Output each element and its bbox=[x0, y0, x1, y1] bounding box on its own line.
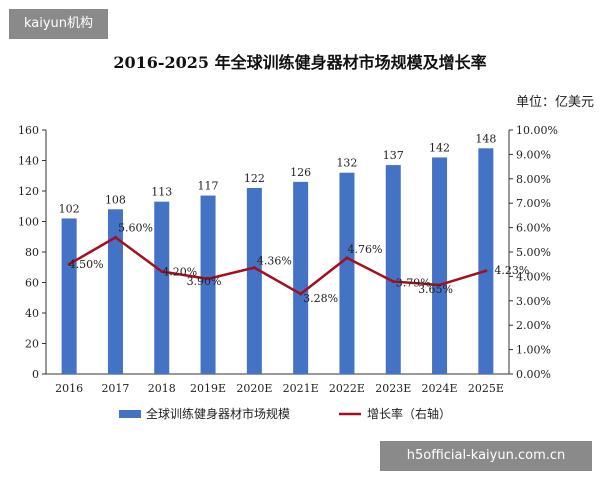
y2-tick-label: 0.00% bbox=[516, 368, 551, 381]
growth-point bbox=[438, 283, 442, 287]
bar-value-label: 142 bbox=[429, 141, 450, 154]
y-tick-label: 80 bbox=[25, 246, 39, 259]
bar bbox=[339, 172, 355, 374]
y2-tick-label: 2.00% bbox=[516, 319, 551, 332]
legend: 全球训练健身器材市场规模 增长率（右轴） bbox=[119, 406, 451, 421]
y-tick-label: 20 bbox=[25, 338, 39, 351]
bar-value-label: 148 bbox=[475, 132, 496, 145]
x-tick-label: 2018 bbox=[148, 382, 176, 395]
bar bbox=[432, 157, 448, 374]
growth-series-line bbox=[68, 236, 487, 296]
growth-point bbox=[391, 280, 395, 284]
bar bbox=[385, 165, 401, 374]
y2-tick-label: 7.00% bbox=[516, 197, 551, 210]
growth-value-label: 4.20% bbox=[162, 266, 197, 279]
y-tick-label: 60 bbox=[25, 277, 39, 290]
bar-value-label: 132 bbox=[336, 157, 357, 170]
growth-point bbox=[299, 292, 303, 296]
unit-label: 单位：亿美元 bbox=[516, 95, 594, 110]
bar-value-label: 108 bbox=[105, 193, 126, 206]
y2-tick-label: 6.00% bbox=[516, 222, 551, 235]
y2-tick-label: 1.00% bbox=[516, 344, 551, 357]
x-tick-label: 2025E bbox=[468, 382, 504, 395]
bar bbox=[200, 195, 216, 374]
chart-title: 2016-2025 年全球训练健身器材市场规模及增长率 bbox=[113, 53, 486, 72]
x-tick-label: 2016 bbox=[55, 382, 83, 395]
growth-value-label: 3.65% bbox=[418, 283, 453, 296]
growth-value-label: 4.23% bbox=[494, 264, 529, 277]
growth-value-label: 4.50% bbox=[69, 258, 104, 271]
y-tick-label: 40 bbox=[25, 307, 39, 320]
growth-value-label: 4.76% bbox=[347, 243, 382, 256]
legend-bar-swatch bbox=[119, 410, 141, 418]
y2-tick-label: 5.00% bbox=[516, 246, 551, 259]
growth-value-label: 3.28% bbox=[303, 292, 338, 305]
growth-point bbox=[345, 256, 349, 260]
bar bbox=[154, 201, 170, 374]
growth-point bbox=[206, 277, 210, 281]
bars bbox=[61, 148, 494, 374]
y2-tick-label: 8.00% bbox=[516, 173, 551, 186]
y-tick-label: 140 bbox=[18, 155, 39, 168]
growth-value-label: 3.90% bbox=[187, 275, 222, 288]
x-tick-label: 2024E bbox=[422, 382, 458, 395]
growth-point bbox=[484, 269, 488, 273]
bar bbox=[293, 181, 309, 374]
y-tick-label: 160 bbox=[18, 124, 39, 137]
bar bbox=[246, 187, 262, 374]
bar-value-label: 117 bbox=[198, 180, 219, 193]
bar bbox=[61, 218, 77, 374]
x-tick-label: 2020E bbox=[236, 382, 272, 395]
growth-value-label: 3.79% bbox=[396, 277, 431, 290]
x-tick-label: 2022E bbox=[329, 382, 365, 395]
axes: 0 20 40 60 80 100 120 140 160 0.00% 1.00% 2.00% 3.00… bbox=[18, 124, 558, 395]
legend-line-label: 增长率（右轴） bbox=[367, 406, 451, 421]
bar-value-label: 122 bbox=[244, 172, 265, 185]
y2-tick-label: 3.00% bbox=[516, 295, 551, 308]
data-labels: 102 108 113 117 122 126 132 137 142 148 4.50% 5.60%… bbox=[59, 132, 530, 305]
growth-line bbox=[67, 235, 488, 296]
watermark-top: kaiyun机构 bbox=[9, 9, 108, 39]
y-tick-label: 120 bbox=[18, 185, 39, 198]
bar-value-label: 126 bbox=[290, 166, 311, 179]
x-tick-label: 2019E bbox=[190, 382, 226, 395]
y2-tick-label: 9.00% bbox=[516, 148, 551, 161]
legend-bar-label: 全球训练健身器材市场规模 bbox=[146, 406, 290, 421]
x-tick-label: 2017 bbox=[101, 382, 129, 395]
y2-tick-label: 4.00% bbox=[516, 270, 551, 283]
y2-tick-label: 10.00% bbox=[516, 124, 558, 137]
bar-value-label: 102 bbox=[59, 202, 80, 215]
growth-point bbox=[113, 235, 117, 239]
growth-point bbox=[67, 262, 71, 266]
watermark-bottom: h5official-kaiyun.com.cn bbox=[380, 441, 592, 471]
x-tick-label: 2021E bbox=[283, 382, 319, 395]
y-tick-label: 0 bbox=[32, 368, 39, 381]
growth-value-label: 4.36% bbox=[257, 255, 292, 268]
x-tick-label: 2023E bbox=[375, 382, 411, 395]
y-tick-label: 100 bbox=[18, 216, 39, 229]
bar-value-label: 113 bbox=[151, 186, 172, 199]
bar bbox=[107, 209, 123, 374]
growth-point bbox=[252, 266, 256, 270]
growth-point bbox=[160, 270, 164, 274]
bar bbox=[478, 148, 494, 374]
growth-value-label: 5.60% bbox=[118, 221, 153, 234]
bar-value-label: 137 bbox=[383, 149, 404, 162]
